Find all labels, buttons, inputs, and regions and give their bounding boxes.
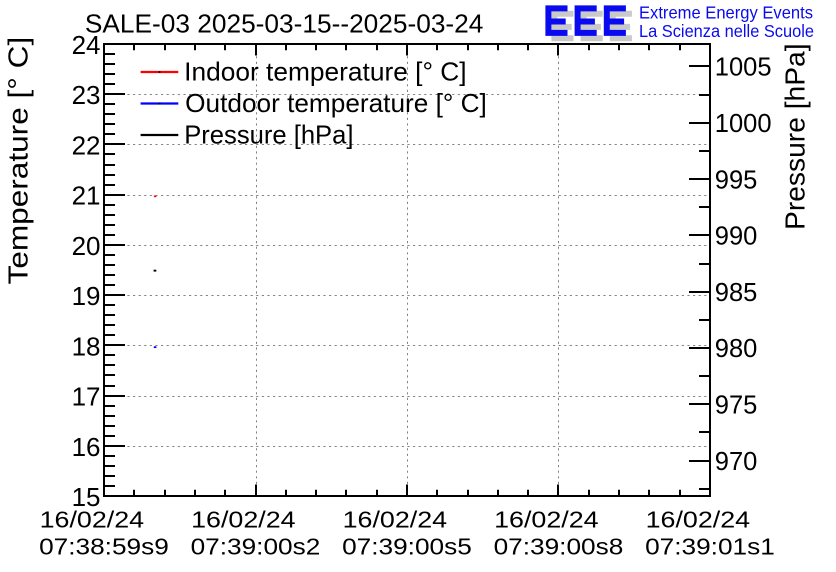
- svg-text:SALE-03 2025-03-15--2025-03-24: SALE-03 2025-03-15--2025-03-24: [85, 9, 484, 39]
- svg-text:1000: 1000: [715, 110, 772, 138]
- svg-text:07:38:59s9: 07:38:59s9: [39, 534, 169, 560]
- svg-text:07:39:01s1: 07:39:01s1: [645, 534, 775, 560]
- svg-text:23: 23: [72, 80, 101, 110]
- svg-text:24: 24: [72, 30, 101, 60]
- svg-text:Extreme Energy Events: Extreme Energy Events: [639, 2, 813, 22]
- svg-text:18: 18: [72, 331, 101, 361]
- svg-text:20: 20: [72, 231, 101, 261]
- svg-text:07:39:00s5: 07:39:00s5: [342, 534, 472, 560]
- svg-text:16/02/24: 16/02/24: [646, 507, 751, 533]
- svg-text:1005: 1005: [715, 54, 772, 82]
- svg-text:Outdoor temperature [° C]: Outdoor temperature [° C]: [185, 88, 487, 118]
- svg-text:16/02/24: 16/02/24: [40, 507, 145, 533]
- svg-text:07:39:00s8: 07:39:00s8: [494, 534, 624, 560]
- svg-text:995: 995: [715, 166, 758, 194]
- svg-text:La Scienza nelle Scuole: La Scienza nelle Scuole: [639, 21, 814, 41]
- svg-text:15: 15: [72, 482, 101, 512]
- svg-text:17: 17: [72, 382, 101, 412]
- svg-text:970: 970: [715, 448, 758, 476]
- svg-text:19: 19: [72, 281, 101, 311]
- svg-text:Pressure [hPa]: Pressure [hPa]: [184, 119, 353, 149]
- svg-text:Pressure [hPa]: Pressure [hPa]: [780, 43, 811, 230]
- svg-text:16: 16: [72, 432, 101, 462]
- svg-text:990: 990: [715, 223, 758, 251]
- svg-text:16/02/24: 16/02/24: [343, 507, 448, 533]
- svg-text:22: 22: [72, 130, 101, 160]
- svg-text:16/02/24: 16/02/24: [191, 507, 296, 533]
- svg-text:Indoor temperature [° C]: Indoor temperature [° C]: [184, 56, 466, 86]
- svg-text:16/02/24: 16/02/24: [494, 507, 599, 533]
- svg-text:975: 975: [715, 392, 758, 420]
- svg-text:985: 985: [715, 279, 758, 307]
- svg-text:07:39:00s2: 07:39:00s2: [191, 534, 321, 560]
- svg-text:21: 21: [72, 181, 101, 211]
- svg-text:980: 980: [715, 335, 758, 363]
- svg-text:Temperature [° C]: Temperature [° C]: [3, 37, 34, 285]
